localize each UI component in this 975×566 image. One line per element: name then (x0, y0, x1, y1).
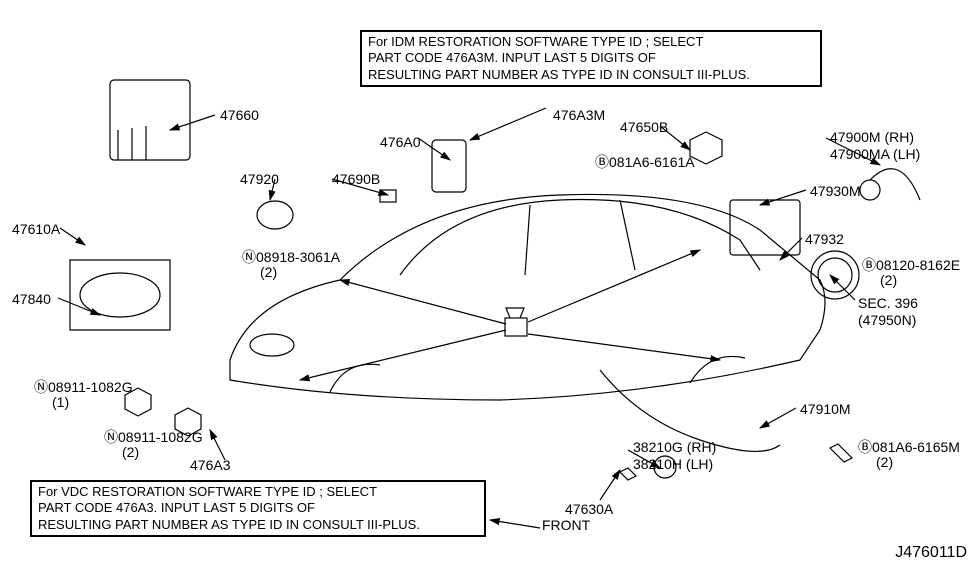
callout: 47932 (805, 232, 844, 247)
callout: 47690B (332, 172, 380, 187)
hw-callout: Ⓝ08911-1082G (2) (104, 430, 203, 461)
callout: SEC. 396 (858, 296, 918, 311)
note-bottom-line: PART CODE 476A3. INPUT LAST 5 DIGITS OF (38, 500, 478, 516)
callout: 38210H (LH) (633, 457, 713, 472)
note-top: For IDM RESTORATION SOFTWARE TYPE ID ; S… (360, 30, 822, 87)
hw-callout: Ⓑ081A6-6165M (2) (858, 440, 960, 471)
callout: 47660 (220, 108, 259, 123)
callout: 38210G (RH) (633, 440, 716, 455)
callout: 47630A (565, 502, 613, 517)
callout: 476A3M (553, 108, 605, 123)
note-bottom-line: RESULTING PART NUMBER AS TYPE ID IN CONS… (38, 517, 478, 533)
note-bottom: For VDC RESTORATION SOFTWARE TYPE ID ; S… (30, 480, 486, 537)
hw-callout: Ⓑ08120-8162E (2) (862, 258, 960, 289)
note-top-line: For IDM RESTORATION SOFTWARE TYPE ID ; S… (368, 34, 814, 50)
hw-callout: Ⓝ08918-3061A (2) (242, 250, 340, 281)
callout: 47840 (12, 292, 51, 307)
note-bottom-line: For VDC RESTORATION SOFTWARE TYPE ID ; S… (38, 484, 478, 500)
note-top-line: PART CODE 476A3M. INPUT LAST 5 DIGITS OF (368, 50, 814, 66)
note-top-line: RESULTING PART NUMBER AS TYPE ID IN CONS… (368, 67, 814, 83)
callout: 476A0 (380, 135, 420, 150)
hw-callout: Ⓝ08911-1082G (1) (34, 380, 133, 411)
diagram-canvas: For IDM RESTORATION SOFTWARE TYPE ID ; S… (0, 0, 975, 566)
callout: 47920 (240, 172, 279, 187)
callout: 47930M (810, 184, 861, 199)
diagram-id: J476011D (895, 544, 967, 562)
hw-callout: Ⓑ081A6-6161A (595, 155, 695, 170)
callout: 47610A (12, 222, 60, 237)
callout: 47900M (RH) (830, 130, 914, 145)
front-arrow-label: FRONT (542, 518, 590, 533)
callout: 47900MA (LH) (830, 147, 920, 162)
callout: 47910M (800, 402, 851, 417)
callout: (47950N) (858, 313, 916, 328)
callout: 47650B (620, 120, 668, 135)
